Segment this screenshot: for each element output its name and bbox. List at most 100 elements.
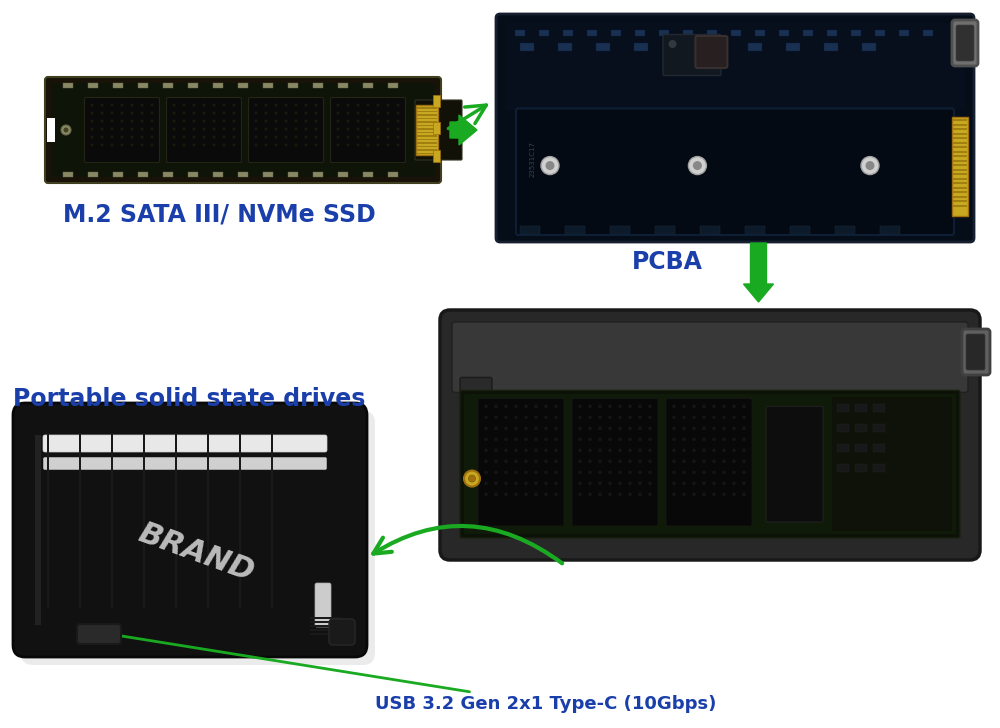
- Circle shape: [524, 459, 528, 463]
- Bar: [417, 124, 437, 126]
- Circle shape: [61, 125, 71, 135]
- Bar: [138, 83, 148, 88]
- Circle shape: [578, 405, 582, 408]
- Circle shape: [534, 438, 538, 441]
- Circle shape: [494, 438, 498, 441]
- Circle shape: [232, 127, 236, 130]
- Circle shape: [722, 427, 726, 430]
- Bar: [565, 226, 585, 234]
- Bar: [835, 226, 855, 234]
- Circle shape: [682, 493, 686, 496]
- Circle shape: [648, 459, 652, 463]
- Circle shape: [524, 427, 528, 430]
- Circle shape: [386, 143, 390, 146]
- Circle shape: [628, 405, 632, 408]
- Circle shape: [648, 416, 652, 419]
- FancyBboxPatch shape: [329, 619, 355, 645]
- Circle shape: [336, 143, 340, 146]
- Circle shape: [90, 103, 94, 106]
- Circle shape: [598, 482, 602, 485]
- Circle shape: [264, 127, 268, 130]
- Bar: [953, 124, 967, 125]
- Circle shape: [386, 127, 390, 130]
- Circle shape: [222, 103, 226, 106]
- Circle shape: [524, 405, 528, 408]
- FancyBboxPatch shape: [44, 457, 326, 470]
- Circle shape: [638, 427, 642, 430]
- Bar: [953, 119, 967, 121]
- Circle shape: [554, 459, 558, 463]
- Circle shape: [544, 405, 548, 408]
- Text: BRAND: BRAND: [135, 518, 259, 587]
- Circle shape: [150, 119, 154, 122]
- Circle shape: [366, 103, 370, 106]
- Circle shape: [294, 135, 298, 138]
- FancyBboxPatch shape: [248, 98, 324, 162]
- Circle shape: [534, 470, 538, 474]
- Circle shape: [544, 448, 548, 452]
- FancyBboxPatch shape: [962, 329, 990, 375]
- Circle shape: [140, 143, 144, 146]
- Bar: [213, 83, 223, 88]
- Circle shape: [608, 470, 612, 474]
- Circle shape: [130, 135, 134, 138]
- Bar: [388, 83, 398, 88]
- Circle shape: [693, 161, 702, 170]
- Circle shape: [386, 103, 390, 106]
- Bar: [953, 155, 967, 157]
- Circle shape: [64, 127, 68, 132]
- Bar: [855, 444, 867, 452]
- Bar: [417, 128, 437, 130]
- FancyBboxPatch shape: [166, 98, 242, 162]
- Bar: [388, 172, 398, 177]
- Circle shape: [504, 470, 508, 474]
- Bar: [163, 83, 173, 88]
- Circle shape: [347, 135, 350, 138]
- Bar: [113, 172, 123, 177]
- Bar: [238, 172, 248, 177]
- Circle shape: [100, 143, 104, 146]
- Circle shape: [264, 119, 268, 122]
- FancyArrowPatch shape: [373, 526, 562, 563]
- Circle shape: [366, 143, 370, 146]
- Circle shape: [304, 103, 308, 106]
- Circle shape: [294, 103, 298, 106]
- Circle shape: [514, 448, 518, 452]
- Circle shape: [212, 119, 216, 122]
- Bar: [953, 159, 967, 162]
- Circle shape: [514, 493, 518, 496]
- Bar: [755, 30, 765, 36]
- Circle shape: [232, 135, 236, 138]
- Circle shape: [702, 459, 706, 463]
- Bar: [417, 152, 437, 154]
- Bar: [563, 30, 573, 36]
- Circle shape: [702, 405, 706, 408]
- Bar: [837, 424, 849, 432]
- Circle shape: [202, 119, 206, 122]
- Circle shape: [100, 103, 104, 106]
- Circle shape: [254, 103, 258, 106]
- Circle shape: [524, 448, 528, 452]
- Circle shape: [304, 119, 308, 122]
- Circle shape: [514, 470, 518, 474]
- Bar: [417, 132, 437, 133]
- Circle shape: [356, 119, 360, 122]
- Bar: [417, 135, 437, 137]
- Circle shape: [347, 127, 350, 130]
- Circle shape: [356, 111, 360, 114]
- Circle shape: [314, 111, 318, 114]
- Bar: [803, 30, 813, 36]
- Bar: [873, 424, 885, 432]
- Bar: [837, 464, 849, 472]
- Circle shape: [130, 143, 134, 146]
- Circle shape: [722, 448, 726, 452]
- Bar: [515, 30, 525, 36]
- Circle shape: [672, 416, 676, 419]
- Bar: [953, 173, 967, 175]
- Bar: [855, 404, 867, 412]
- Circle shape: [504, 405, 508, 408]
- Circle shape: [682, 416, 686, 419]
- Circle shape: [742, 470, 746, 474]
- Circle shape: [285, 143, 288, 146]
- Circle shape: [254, 119, 258, 122]
